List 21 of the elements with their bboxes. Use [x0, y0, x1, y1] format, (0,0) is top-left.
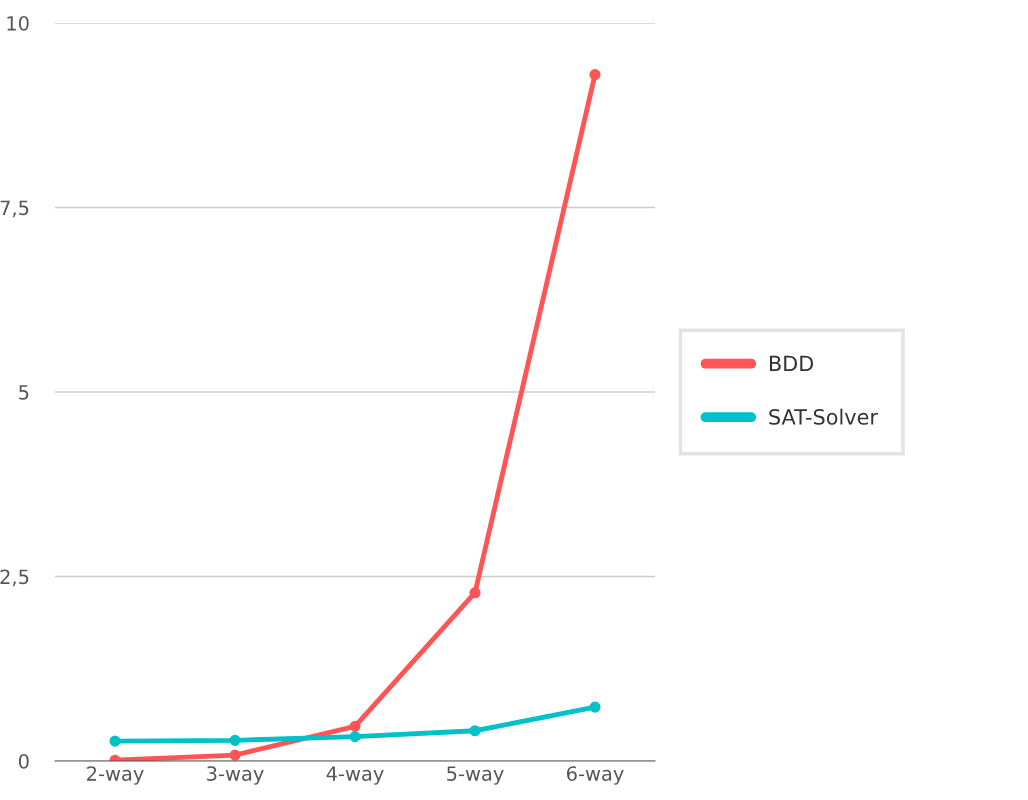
x-tick-label: 2-way	[87, 766, 144, 785]
x-tick-label: 4-way	[326, 766, 384, 785]
point	[229, 734, 241, 746]
point	[469, 587, 481, 599]
y-tick-label: 0	[18, 753, 29, 769]
y-tick-label: 2,5	[0, 569, 29, 587]
legend-label: BDD	[769, 355, 814, 371]
point	[589, 69, 601, 81]
point	[109, 735, 121, 747]
x-tick-label: 5-way	[447, 766, 504, 785]
x-tick-label: 3-way	[207, 766, 264, 785]
point	[229, 749, 241, 761]
point	[589, 701, 601, 713]
point	[349, 731, 361, 743]
x-tick-label: 6-way	[567, 766, 624, 785]
point	[349, 720, 361, 732]
y-tick-label: 5	[19, 385, 29, 400]
point	[469, 725, 481, 737]
legend-label: SAT-Solver	[769, 408, 878, 425]
y-tick-label: 7,5	[0, 200, 29, 218]
y-tick-label: 10	[7, 15, 29, 31]
